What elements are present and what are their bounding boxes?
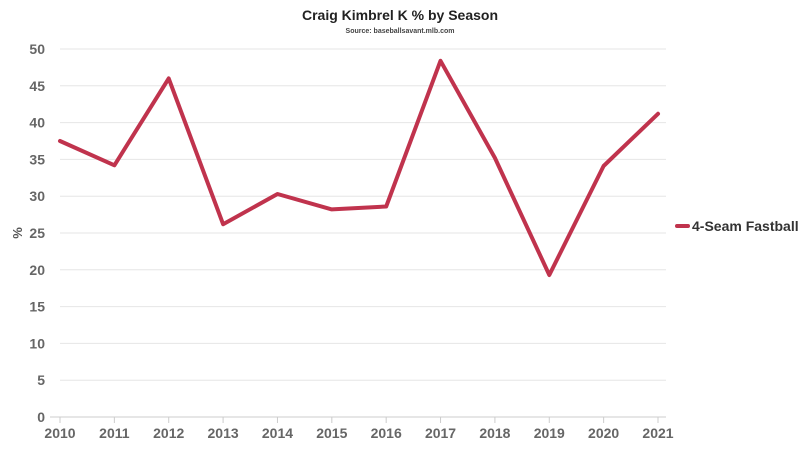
chart-title: Craig Kimbrel K % by Season <box>302 7 498 23</box>
x-tick-label-2011: 2011 <box>99 425 130 441</box>
data-point-2013[interactable] <box>221 222 225 226</box>
y-tick-label-30: 30 <box>29 188 45 204</box>
data-point-2012[interactable] <box>167 76 171 80</box>
data-point-2021[interactable] <box>656 112 660 116</box>
legend[interactable]: 4-Seam Fastball <box>675 218 799 234</box>
y-axis-label: % <box>10 227 25 239</box>
gridlines <box>60 48 666 381</box>
x-tick-label-2010: 2010 <box>44 425 75 441</box>
data-point-2014[interactable] <box>275 192 279 196</box>
data-point-2015[interactable] <box>330 207 334 211</box>
y-tick-label-45: 45 <box>29 78 45 94</box>
data-point-2016[interactable] <box>384 205 388 209</box>
x-tick-label-2021: 2021 <box>642 425 673 441</box>
y-tick-label-50: 50 <box>29 41 45 57</box>
y-tick-label-5: 5 <box>37 372 45 388</box>
series-layer <box>58 58 660 277</box>
series-line-4-seam-fastball[interactable] <box>58 58 660 277</box>
y-tick-label-25: 25 <box>29 225 45 241</box>
x-tick-label-2020: 2020 <box>588 425 619 441</box>
x-tick-label-2012: 2012 <box>153 425 184 441</box>
x-tick-label-2017: 2017 <box>425 425 456 441</box>
y-tick-label-40: 40 <box>29 115 45 131</box>
x-tick-label-2013: 2013 <box>208 425 239 441</box>
data-point-2011[interactable] <box>112 163 116 167</box>
y-axis: 0 5 10 15 20 25 30 35 40 45 50 <box>29 41 45 425</box>
x-tick-label-2014: 2014 <box>262 425 293 441</box>
legend-item-label[interactable]: 4-Seam Fastball <box>692 218 799 234</box>
x-tick-label-2016: 2016 <box>371 425 402 441</box>
y-tick-label-0: 0 <box>37 409 45 425</box>
y-tick-label-20: 20 <box>29 262 45 278</box>
y-tick-label-10: 10 <box>29 335 45 351</box>
chart-subtitle: Source: baseballsavant.mlb.com <box>346 28 455 35</box>
data-point-2010[interactable] <box>58 139 62 143</box>
data-point-2018[interactable] <box>493 156 497 160</box>
x-tick-label-2018: 2018 <box>479 425 510 441</box>
data-point-2017[interactable] <box>439 59 443 63</box>
data-point-2020[interactable] <box>602 164 606 168</box>
x-tick-label-2015: 2015 <box>316 425 347 441</box>
data-point-2019[interactable] <box>547 273 551 277</box>
x-axis: 2010 2011 2012 2013 2014 2015 2016 2017 2018 2019… <box>44 416 674 441</box>
y-tick-label-15: 15 <box>29 299 45 315</box>
y-tick-label-35: 35 <box>29 151 45 167</box>
x-tick-label-2019: 2019 <box>534 425 565 441</box>
